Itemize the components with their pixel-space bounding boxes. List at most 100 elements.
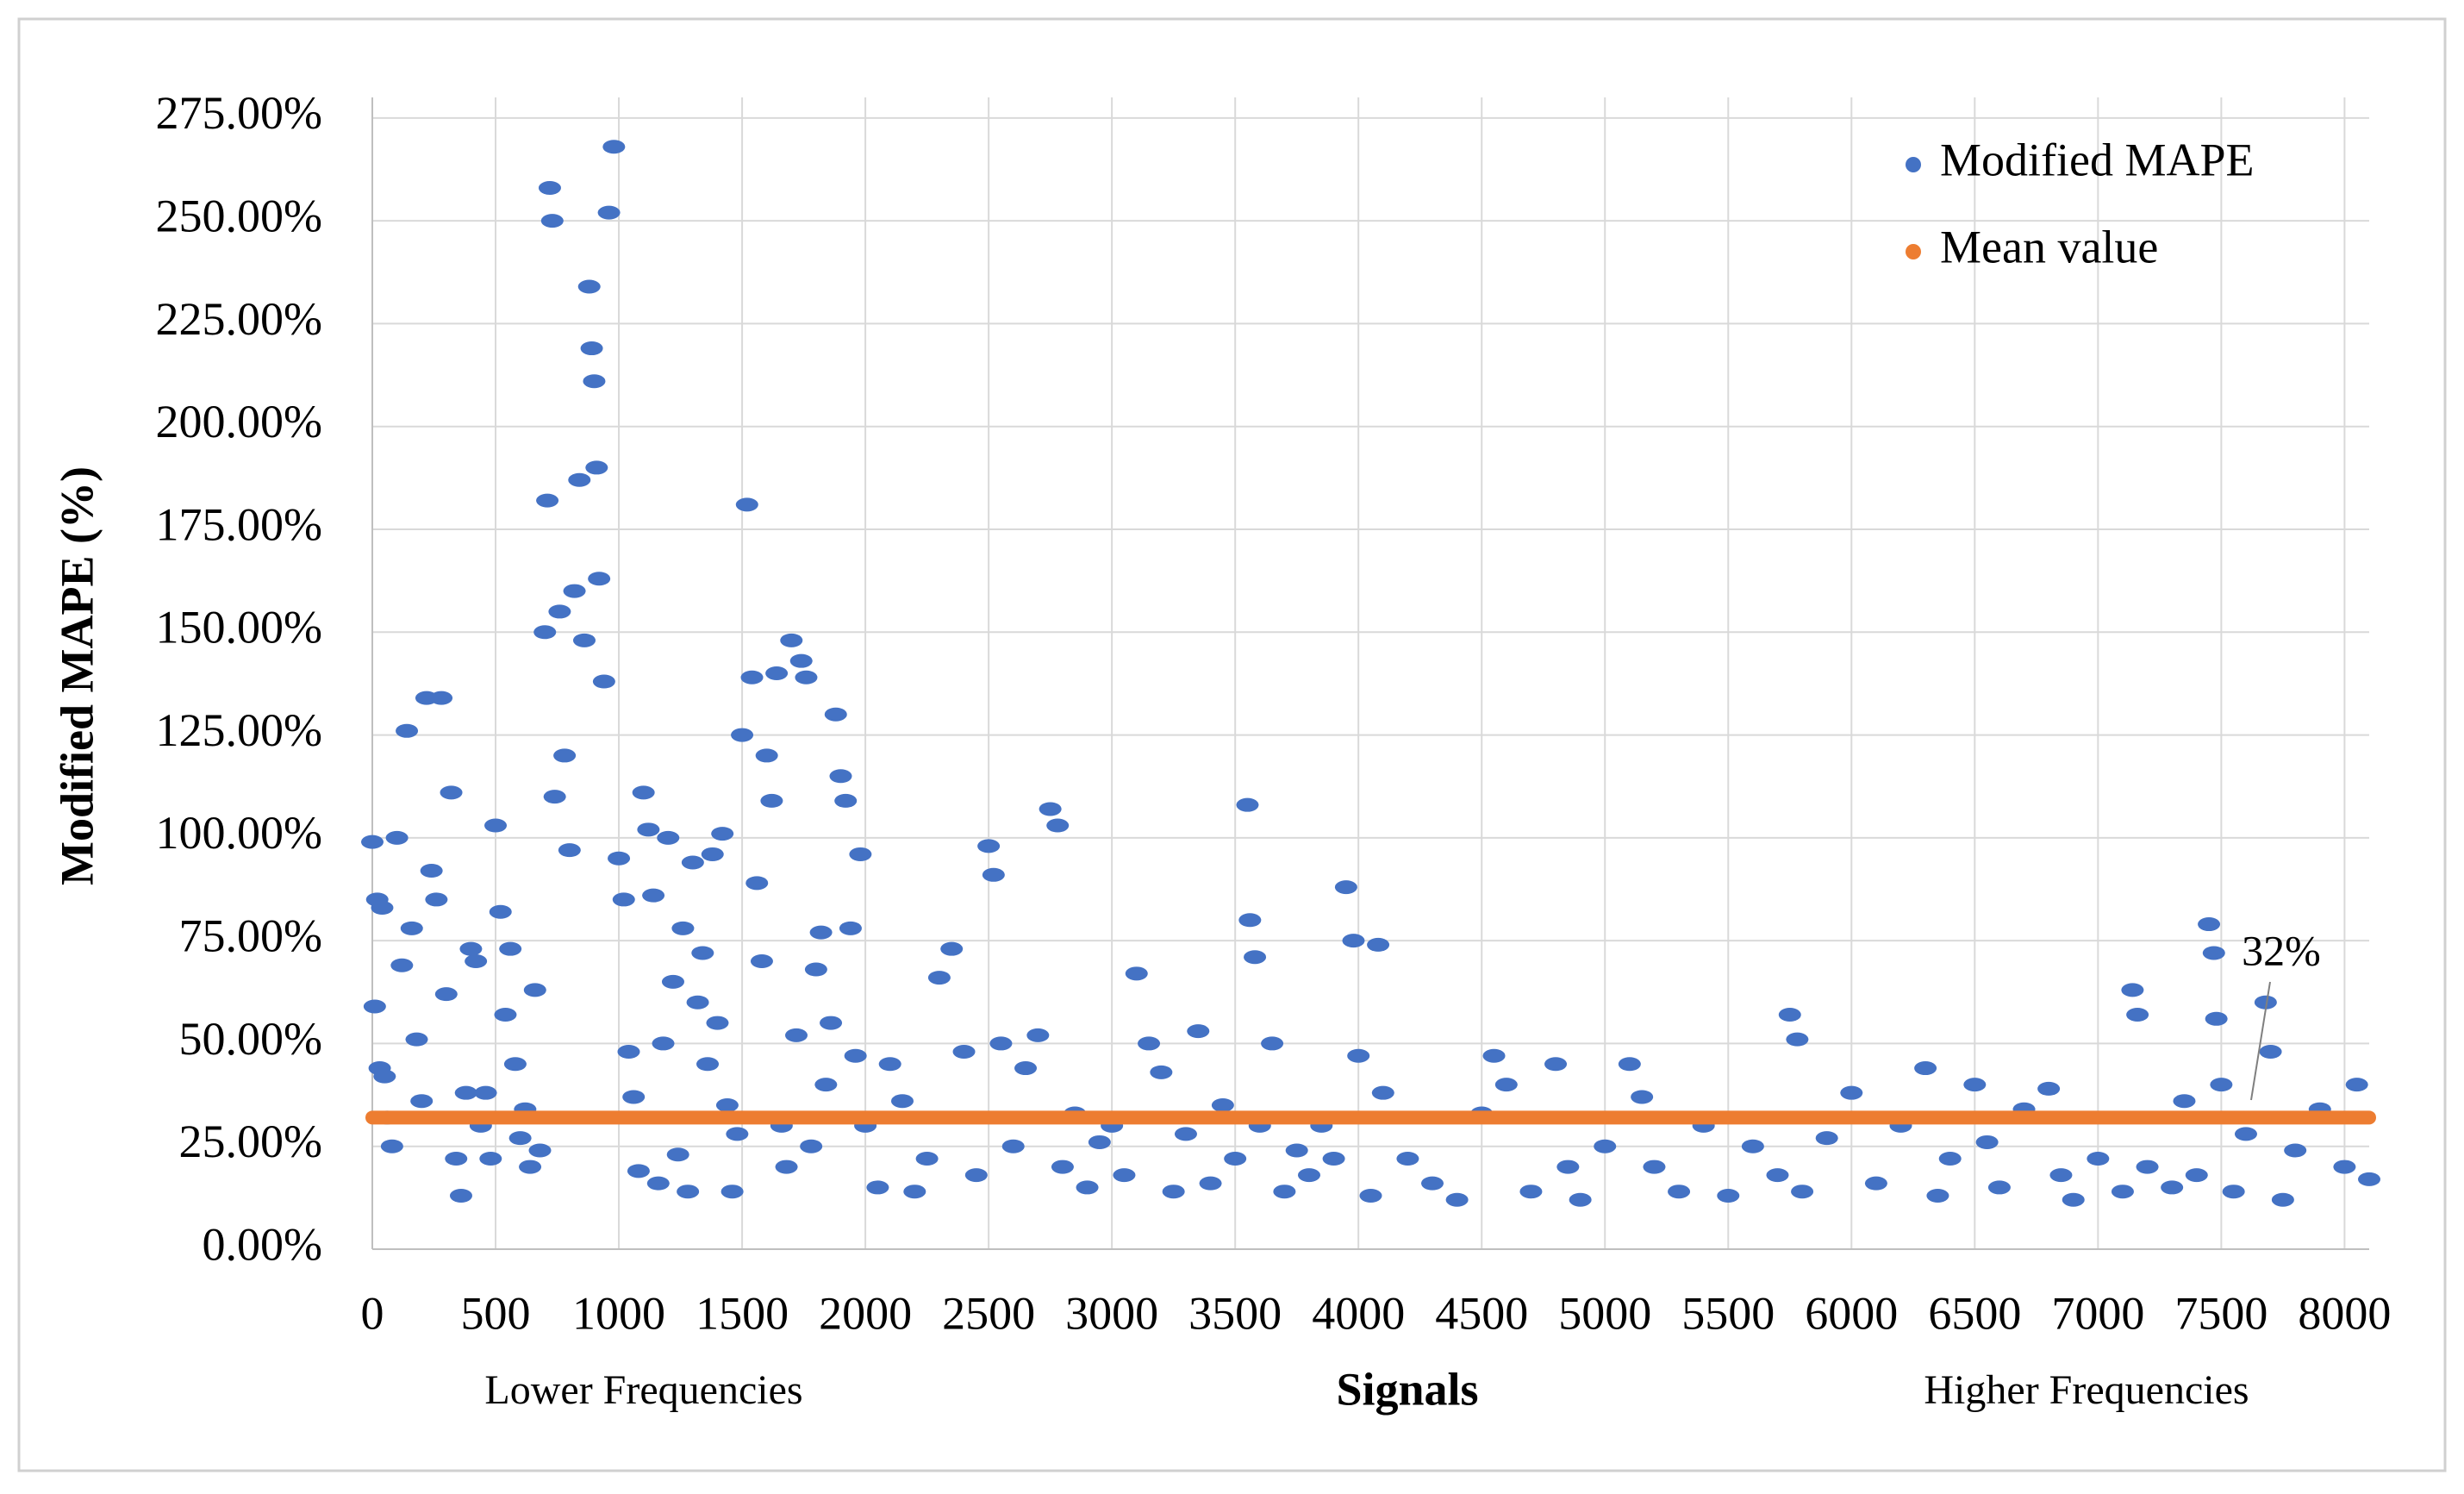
data-point [2205, 1011, 2228, 1026]
data-point [1963, 1078, 1987, 1092]
data-point [1236, 797, 1259, 812]
legend-label: Mean value [1940, 221, 2158, 272]
data-point [622, 1090, 646, 1104]
data-point [563, 584, 586, 598]
data-point [410, 1094, 434, 1109]
x-axis-title: Signals [1336, 1363, 1478, 1415]
y-tick-label: 200.00% [156, 396, 322, 447]
data-point [1297, 1168, 1320, 1183]
data-point [1668, 1185, 1691, 1199]
data-point [371, 900, 394, 915]
data-point [1594, 1139, 1617, 1153]
data-point [434, 987, 458, 1002]
data-point [1926, 1188, 1949, 1203]
data-point [479, 1152, 502, 1166]
data-point [533, 625, 557, 640]
data-point [445, 1152, 468, 1166]
chart-frame [17, 17, 2447, 1472]
data-point [2173, 1094, 2196, 1109]
data-point [1975, 1135, 1999, 1149]
data-point [2037, 1081, 2061, 1096]
data-point [425, 892, 448, 907]
data-point [989, 1036, 1013, 1051]
data-point [866, 1180, 889, 1195]
data-point [1347, 1048, 1370, 1063]
data-point [726, 1127, 749, 1141]
data-point [1051, 1160, 1074, 1174]
data-point [795, 670, 818, 684]
data-point [454, 1085, 477, 1100]
data-point [363, 999, 386, 1014]
data-point [585, 460, 608, 475]
data-point [1039, 802, 1062, 816]
y-tick-label: 225.00% [156, 293, 322, 345]
data-point [2087, 1152, 2110, 1166]
data-point [573, 633, 596, 647]
data-point [891, 1094, 914, 1109]
data-point [449, 1188, 472, 1203]
data-point [785, 1028, 808, 1042]
data-point [1741, 1139, 1764, 1153]
data-point [691, 946, 714, 960]
data-point [1367, 937, 1390, 952]
data-point [484, 818, 508, 833]
data-point [465, 954, 488, 968]
data-point [1618, 1057, 1641, 1072]
data-point [1938, 1152, 1962, 1166]
data-point [844, 1048, 867, 1063]
legend-marker [1906, 244, 1921, 259]
x-tick-label: 7000 [2051, 1287, 2144, 1339]
data-point [536, 493, 559, 508]
data-point [1076, 1180, 1099, 1195]
y-tick-label: 100.00% [156, 807, 322, 859]
data-point [474, 1085, 497, 1100]
data-point [878, 1057, 901, 1072]
x-tick-label: 6000 [1805, 1287, 1898, 1339]
annotation: 32% [2242, 926, 2321, 974]
data-point [1244, 950, 1267, 965]
x-tick-label: 1500 [696, 1287, 789, 1339]
data-point [1494, 1078, 1518, 1092]
data-point [627, 1164, 650, 1178]
data-point [964, 1168, 988, 1183]
data-point [380, 1139, 403, 1153]
data-point [765, 666, 789, 680]
data-point [2136, 1160, 2159, 1174]
data-point [1285, 1143, 1308, 1158]
data-point [2161, 1180, 2184, 1195]
data-point [632, 785, 655, 800]
data-point [1482, 1048, 1506, 1063]
data-point [430, 691, 453, 705]
data-point [696, 1057, 720, 1072]
data-point [617, 1044, 640, 1059]
x-tick-label: 4000 [1312, 1287, 1405, 1339]
data-point [927, 971, 951, 985]
data-point [2111, 1185, 2134, 1199]
data-point [543, 790, 566, 804]
data-point [568, 472, 591, 487]
x-tick-label: 6500 [1928, 1287, 2021, 1339]
data-point [1556, 1160, 1580, 1174]
data-point [789, 653, 813, 668]
data-point [1026, 1028, 1050, 1042]
x-tick-label: 5500 [1681, 1287, 1775, 1339]
data-point [977, 839, 1001, 853]
data-point [489, 904, 512, 919]
data-point [420, 864, 443, 878]
annotation: Lower Frequencies [484, 1367, 802, 1413]
data-point [523, 983, 546, 997]
data-point [2284, 1143, 2307, 1158]
data-point [1519, 1185, 1543, 1199]
data-point [1786, 1032, 1809, 1047]
data-point [2049, 1168, 2073, 1183]
data-point [1261, 1036, 1284, 1051]
y-tick-label: 150.00% [156, 602, 322, 653]
data-point [1544, 1057, 1568, 1072]
data-point [804, 962, 827, 977]
annotation-leader [2250, 981, 2271, 1101]
data-point [1815, 1131, 1838, 1146]
data-point [2222, 1185, 2245, 1199]
data-point [1187, 1024, 1210, 1039]
data-point [1138, 1036, 1161, 1051]
